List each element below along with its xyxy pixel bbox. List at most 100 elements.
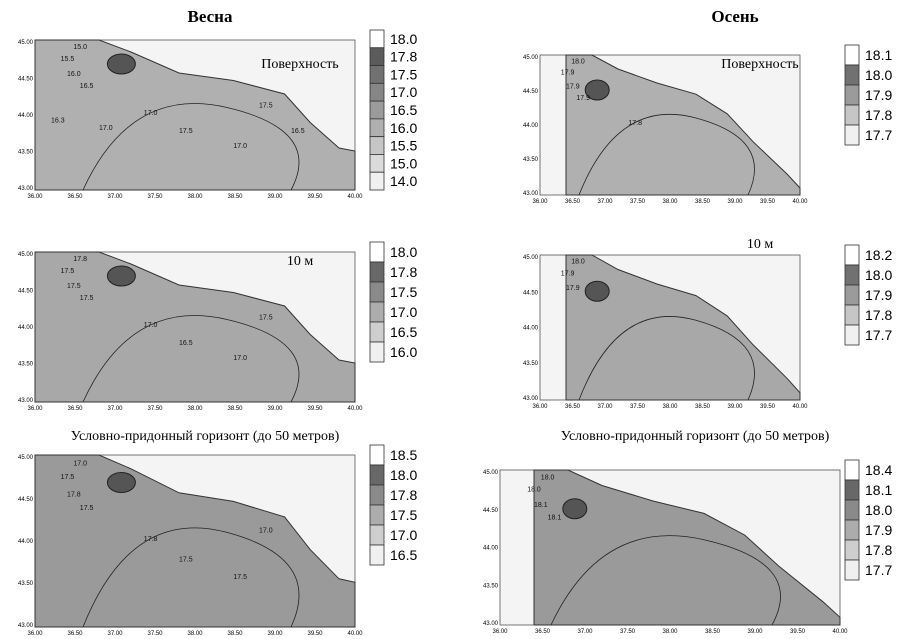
x-tick-label: 39.00 [267, 194, 283, 200]
contour-label: 16.5 [291, 128, 305, 135]
y-tick-label: 44.00 [18, 539, 34, 545]
x-tick-label: 37.00 [107, 406, 123, 412]
legend-swatch [369, 29, 385, 49]
y-tick-label: 43.50 [483, 583, 499, 589]
x-tick-label: 39.00 [267, 631, 283, 637]
x-tick-label: 38.50 [227, 631, 243, 637]
x-tick-label: 37.50 [147, 406, 163, 412]
x-tick-label: 39.00 [727, 199, 743, 205]
y-tick-label: 43.00 [523, 191, 539, 197]
legend-label: 17.0 [390, 527, 417, 543]
column-title: Осень [711, 7, 758, 26]
y-tick-label: 43.00 [18, 623, 34, 629]
x-tick-label: 39.50 [307, 406, 323, 412]
isoline [578, 114, 755, 196]
contour-label: 16.3 [51, 118, 65, 125]
x-tick-label: 39.50 [307, 631, 323, 637]
y-tick-label: 44.00 [523, 123, 539, 129]
x-tick-label: 39.00 [727, 404, 743, 410]
x-tick-label: 37.50 [630, 199, 646, 205]
y-tick-label: 43.00 [18, 398, 34, 404]
x-tick-label: 36.50 [565, 404, 581, 410]
y-tick-label: 45.00 [523, 55, 539, 61]
legend-swatch [844, 304, 860, 326]
x-tick-label: 36.50 [67, 631, 83, 637]
legend-label: 18.1 [865, 482, 892, 498]
legend-label: 18.2 [865, 247, 892, 263]
x-tick-label: 38.50 [695, 199, 711, 205]
contour-label: 17.0 [233, 143, 247, 150]
contour-label: 18.0 [527, 487, 541, 494]
x-tick-label: 37.00 [107, 631, 123, 637]
sea-area [565, 54, 801, 196]
legend-label: 18.0 [865, 502, 892, 518]
legend-swatch [369, 100, 385, 120]
x-tick-label: 39.50 [760, 199, 776, 205]
x-tick-label: 38.50 [227, 194, 243, 200]
legend-label: 15.5 [390, 138, 417, 154]
isoline [82, 315, 300, 403]
x-tick-label: 38.50 [695, 404, 711, 410]
y-tick-label: 45.00 [18, 252, 34, 258]
legend-label: 17.0 [390, 84, 417, 100]
legend-label: 17.5 [390, 507, 417, 523]
x-tick-label: 36.00 [532, 199, 548, 205]
y-tick-label: 43.50 [18, 362, 34, 368]
sea-area [565, 254, 801, 401]
legend-swatch [369, 524, 385, 546]
y-tick-label: 44.00 [523, 326, 539, 332]
x-tick-label: 36.50 [67, 406, 83, 412]
panel-label: Условно-придонный горизонт (до 50 метров… [561, 429, 830, 444]
contour-label: 15.0 [73, 44, 87, 51]
panel-label: Поверхность [261, 57, 338, 72]
y-tick-label: 44.50 [483, 508, 499, 514]
contour-label: 17.0 [144, 322, 158, 329]
y-tick-label: 43.00 [18, 186, 34, 192]
contour-label: 17.5 [259, 103, 273, 110]
y-tick-label: 45.00 [523, 255, 539, 261]
contour-label: 16.5 [80, 83, 94, 90]
x-tick-label: 37.00 [577, 629, 593, 635]
legend-swatch [369, 281, 385, 303]
legend-label: 17.9 [865, 287, 892, 303]
y-tick-label: 44.00 [18, 325, 34, 331]
sea-area [34, 454, 356, 628]
panel-label: 10 м [747, 237, 774, 252]
legend-label: 15.0 [390, 155, 417, 171]
legend-label: 16.5 [390, 102, 417, 118]
legend-swatch [369, 136, 385, 155]
y-tick-label: 44.00 [18, 113, 34, 119]
contour-label: 17.0 [144, 110, 158, 117]
x-tick-label: 37.50 [147, 194, 163, 200]
legend-label: 17.8 [390, 487, 417, 503]
legend-swatch [369, 65, 385, 84]
legend-swatch [844, 64, 860, 86]
y-tick-label: 44.00 [483, 546, 499, 552]
y-tick-label: 43.50 [523, 361, 539, 367]
anomaly [584, 280, 610, 302]
x-tick-label: 40.00 [792, 404, 808, 410]
sea-area [533, 469, 841, 626]
contour-label: 16.5 [179, 340, 193, 347]
legend-label: 16.5 [390, 547, 417, 563]
contour-label: 17.9 [566, 285, 580, 292]
x-tick-label: 38.00 [187, 194, 203, 200]
isoline [82, 103, 300, 191]
legend-label: 17.7 [865, 562, 892, 578]
anomaly [562, 498, 588, 520]
x-tick-label: 37.50 [620, 629, 636, 635]
y-tick-label: 45.00 [18, 455, 34, 461]
contour-label: 17.9 [566, 84, 580, 91]
legend-swatch [369, 47, 385, 66]
x-tick-label: 38.00 [187, 406, 203, 412]
contour-label: 17.8 [73, 256, 87, 263]
legend-label: 18.0 [390, 31, 417, 47]
legend-swatch [844, 324, 860, 346]
y-tick-label: 44.50 [18, 497, 34, 503]
anomaly [106, 265, 136, 287]
legend-swatch [369, 301, 385, 323]
legend-swatch [369, 171, 385, 191]
x-tick-label: 40.00 [792, 199, 808, 205]
x-tick-label: 37.50 [630, 404, 646, 410]
